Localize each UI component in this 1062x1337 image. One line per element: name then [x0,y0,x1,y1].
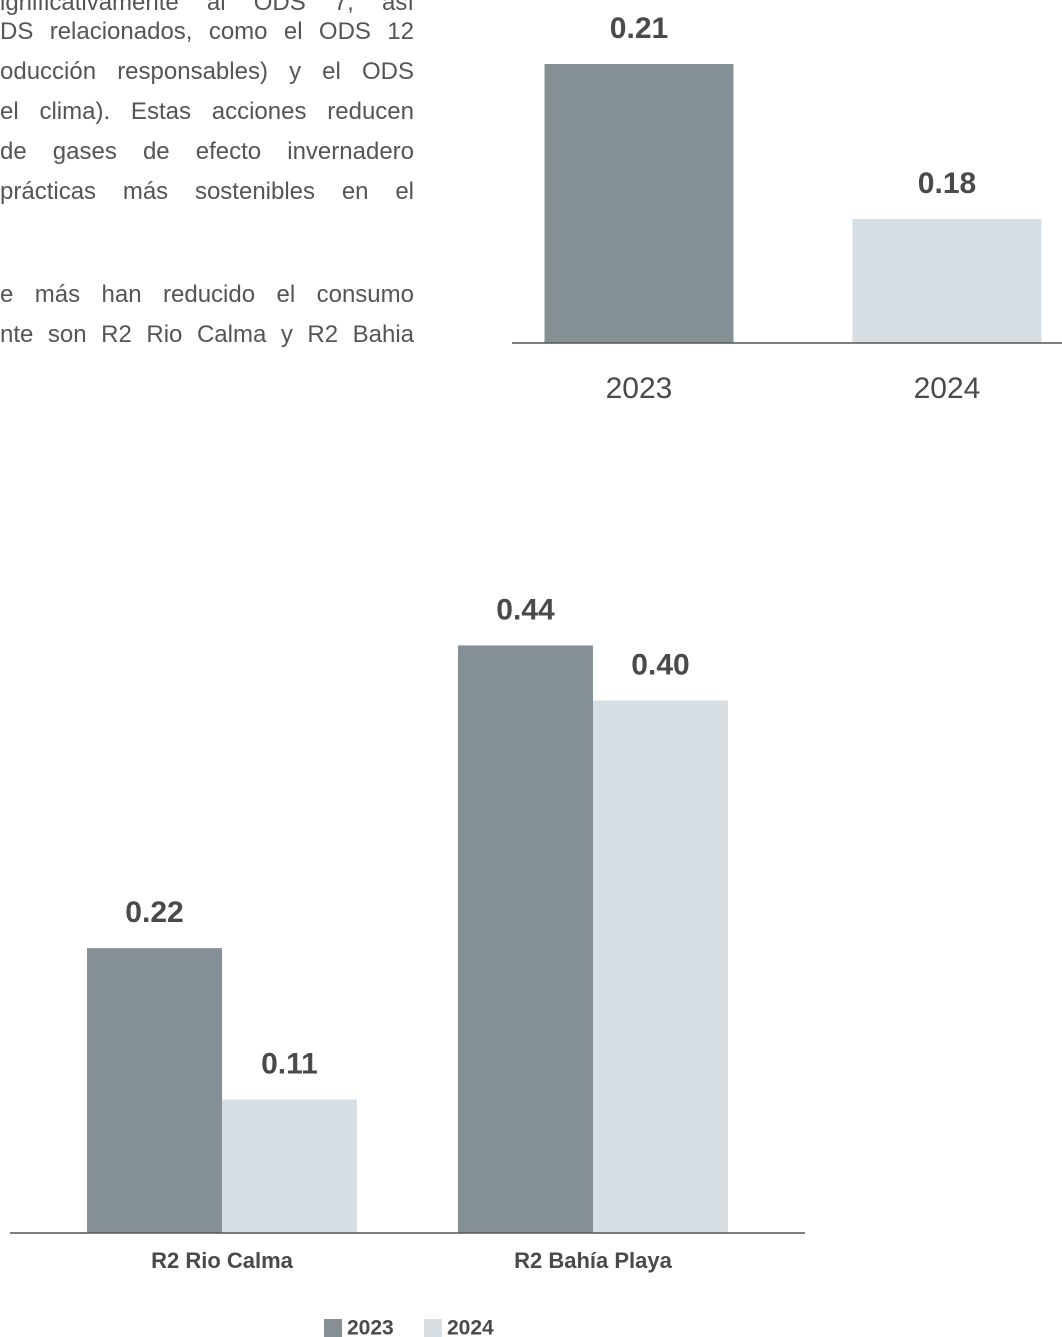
text-line: e más han reducido el consumo [0,281,414,308]
bar [222,1099,357,1233]
x-tick-label: 2024 [914,372,981,405]
bar [593,700,728,1233]
bar [458,645,593,1233]
x-tick-label: R2 Bahía Playa [514,1248,673,1273]
value-label: 0.11 [261,1047,318,1080]
legend-label: 2024 [447,1317,494,1337]
value-label: 0.21 [610,12,668,45]
bar [87,948,222,1233]
bar [544,64,734,343]
text-line: nte son R2 Rio Calma y R2 Bahia [0,321,414,348]
text-line: ignificativamente al ODS 7, así [0,0,414,16]
value-label: 0.18 [918,167,976,200]
legend-label: 2023 [347,1317,394,1337]
value-label: 0.22 [125,896,183,929]
value-label: 0.40 [631,648,689,681]
value-label: 0.44 [496,593,555,626]
text-line: oducción responsables) y el ODS [0,58,414,85]
text-line: prácticas más sostenibles en el [0,178,414,205]
text-line: de gases de efecto invernadero [0,138,414,165]
x-tick-label: 2023 [606,372,673,405]
x-tick-label: R2 Rio Calma [151,1248,294,1273]
bar [852,219,1042,343]
legend-swatch [424,1319,442,1337]
text-line: el clima). Estas acciones reducen [0,98,414,125]
text-line: DS relacionados, como el ODS 12 [0,18,414,45]
legend-swatch [324,1319,342,1337]
